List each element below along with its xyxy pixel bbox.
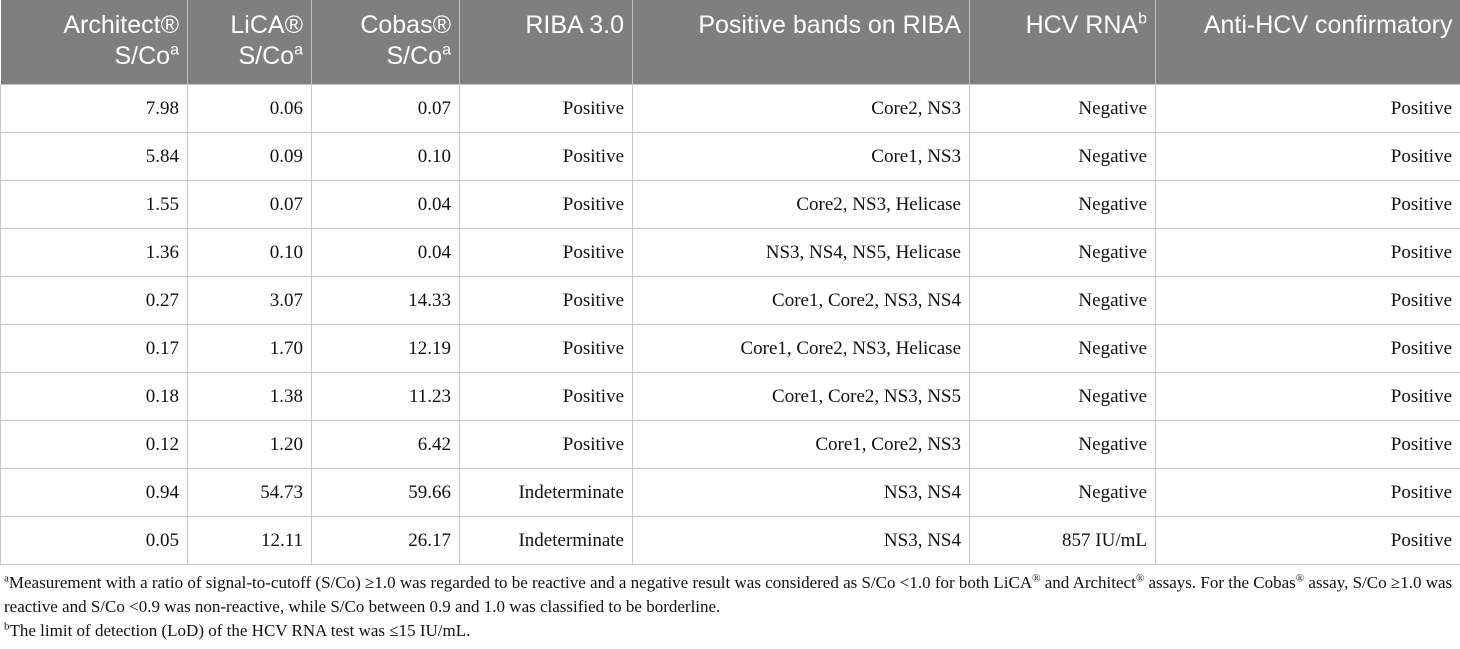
results-table: Architect® S/Coa LiCA® S/Coa Cobas® S/Co… [0, 0, 1460, 565]
header-hcv-rna: HCV RNAb [969, 0, 1156, 85]
cobas-cell: 14.33 [311, 276, 460, 325]
table-row: 0.05 12.11 26.17 Indeterminate NS3, NS4 857 I… [0, 516, 1460, 565]
riba-cell: Positive [459, 276, 633, 325]
positive-bands-cell: Core1, Core2, NS3, NS5 [632, 372, 970, 421]
cobas-cell: 0.04 [311, 228, 460, 277]
anti-hcv-confirmatory-cell: Positive [1155, 132, 1460, 181]
positive-bands-cell: Core1, Core2, NS3 [632, 420, 970, 469]
table-row: 5.84 0.09 0.10 Positive Core1, NS3 Negative Po… [0, 132, 1460, 181]
cobas-cell: 0.07 [311, 84, 460, 133]
riba-cell: Positive [459, 180, 633, 229]
anti-hcv-confirmatory-cell: Positive [1155, 324, 1460, 373]
header-cobas: Cobas® S/Coa [311, 0, 460, 85]
positive-bands-cell: NS3, NS4, NS5, Helicase [632, 228, 970, 277]
anti-hcv-confirmatory-cell: Positive [1155, 84, 1460, 133]
riba-cell: Positive [459, 132, 633, 181]
anti-hcv-confirmatory-cell: Positive [1155, 420, 1460, 469]
hcv-rna-cell: 857 IU/mL [969, 516, 1156, 565]
hcv-rna-cell: Negative [969, 468, 1156, 517]
lica-cell: 3.07 [187, 276, 312, 325]
cobas-cell: 0.04 [311, 180, 460, 229]
architect-cell: 0.17 [0, 324, 188, 373]
anti-hcv-confirmatory-cell: Positive [1155, 516, 1460, 565]
table-row: 7.98 0.06 0.07 Positive Core2, NS3 Negative Po… [0, 84, 1460, 133]
architect-cell: 0.05 [0, 516, 188, 565]
cobas-cell: 59.66 [311, 468, 460, 517]
table-row: 0.12 1.20 6.42 Positive Core1, Core2, NS3 Neg… [0, 420, 1460, 469]
positive-bands-cell: NS3, NS4 [632, 468, 970, 517]
architect-cell: 0.12 [0, 420, 188, 469]
cobas-cell: 11.23 [311, 372, 460, 421]
footnotes: aMeasurement with a ratio of signal-to-c… [0, 565, 1460, 643]
hcv-rna-cell: Negative [969, 132, 1156, 181]
lica-cell: 1.38 [187, 372, 312, 421]
architect-cell: 7.98 [0, 84, 188, 133]
positive-bands-cell: Core2, NS3, Helicase [632, 180, 970, 229]
lica-cell: 0.07 [187, 180, 312, 229]
table-row: 1.36 0.10 0.04 Positive NS3, NS4, NS5, Helic… [0, 228, 1460, 277]
cobas-cell: 0.10 [311, 132, 460, 181]
riba-cell: Positive [459, 372, 633, 421]
architect-cell: 0.18 [0, 372, 188, 421]
cobas-cell: 12.19 [311, 324, 460, 373]
hcv-rna-cell: Negative [969, 84, 1156, 133]
lica-cell: 0.09 [187, 132, 312, 181]
lica-cell: 12.11 [187, 516, 312, 565]
hcv-rna-cell: Negative [969, 228, 1156, 277]
positive-bands-cell: NS3, NS4 [632, 516, 970, 565]
table-row: 0.27 3.07 14.33 Positive Core1, Core2, NS3, … [0, 276, 1460, 325]
hcv-rna-cell: Negative [969, 372, 1156, 421]
positive-bands-cell: Core1, NS3 [632, 132, 970, 181]
table-row: 0.17 1.70 12.19 Positive Core1, Core2, NS3, … [0, 324, 1460, 373]
lica-cell: 1.70 [187, 324, 312, 373]
lica-cell: 0.06 [187, 84, 312, 133]
footnote-b: bThe limit of detection (LoD) of the HCV… [4, 620, 471, 640]
anti-hcv-confirmatory-cell: Positive [1155, 468, 1460, 517]
header-anti-hcv-confirmatory: Anti-HCV confirmatory [1155, 0, 1460, 85]
riba-cell: Indeterminate [459, 516, 633, 565]
anti-hcv-confirmatory-cell: Positive [1155, 372, 1460, 421]
positive-bands-cell: Core1, Core2, NS3, NS4 [632, 276, 970, 325]
cobas-cell: 6.42 [311, 420, 460, 469]
hcv-rna-cell: Negative [969, 420, 1156, 469]
hcv-rna-cell: Negative [969, 324, 1156, 373]
table-body: 7.98 0.06 0.07 Positive Core2, NS3 Negative Po… [0, 84, 1460, 565]
riba-cell: Positive [459, 324, 633, 373]
architect-cell: 0.94 [0, 468, 188, 517]
header-lica: LiCA® S/Coa [187, 0, 312, 85]
architect-cell: 1.36 [0, 228, 188, 277]
riba-cell: Positive [459, 84, 633, 133]
header-positive-bands: Positive bands on RIBA [632, 0, 970, 85]
cobas-cell: 26.17 [311, 516, 460, 565]
table-row: 0.94 54.73 59.66 Indeterminate NS3, NS4 Negat… [0, 468, 1460, 517]
architect-cell: 1.55 [0, 180, 188, 229]
riba-cell: Indeterminate [459, 468, 633, 517]
architect-cell: 5.84 [0, 132, 188, 181]
anti-hcv-confirmatory-cell: Positive [1155, 228, 1460, 277]
riba-cell: Positive [459, 228, 633, 277]
table-row: 1.55 0.07 0.04 Positive Core2, NS3, Helicase… [0, 180, 1460, 229]
lica-cell: 0.10 [187, 228, 312, 277]
header-riba: RIBA 3.0 [459, 0, 633, 85]
header-architect: Architect® S/Coa [0, 0, 188, 85]
riba-cell: Positive [459, 420, 633, 469]
lica-cell: 1.20 [187, 420, 312, 469]
positive-bands-cell: Core2, NS3 [632, 84, 970, 133]
anti-hcv-confirmatory-cell: Positive [1155, 276, 1460, 325]
lica-cell: 54.73 [187, 468, 312, 517]
positive-bands-cell: Core1, Core2, NS3, Helicase [632, 324, 970, 373]
architect-cell: 0.27 [0, 276, 188, 325]
hcv-rna-cell: Negative [969, 276, 1156, 325]
footnote-a: aMeasurement with a ratio of signal-to-c… [4, 572, 1453, 616]
table-row: 0.18 1.38 11.23 Positive Core1, Core2, NS3, … [0, 372, 1460, 421]
header-row: Architect® S/Coa LiCA® S/Coa Cobas® S/Co… [0, 0, 1460, 85]
hcv-rna-cell: Negative [969, 180, 1156, 229]
anti-hcv-confirmatory-cell: Positive [1155, 180, 1460, 229]
